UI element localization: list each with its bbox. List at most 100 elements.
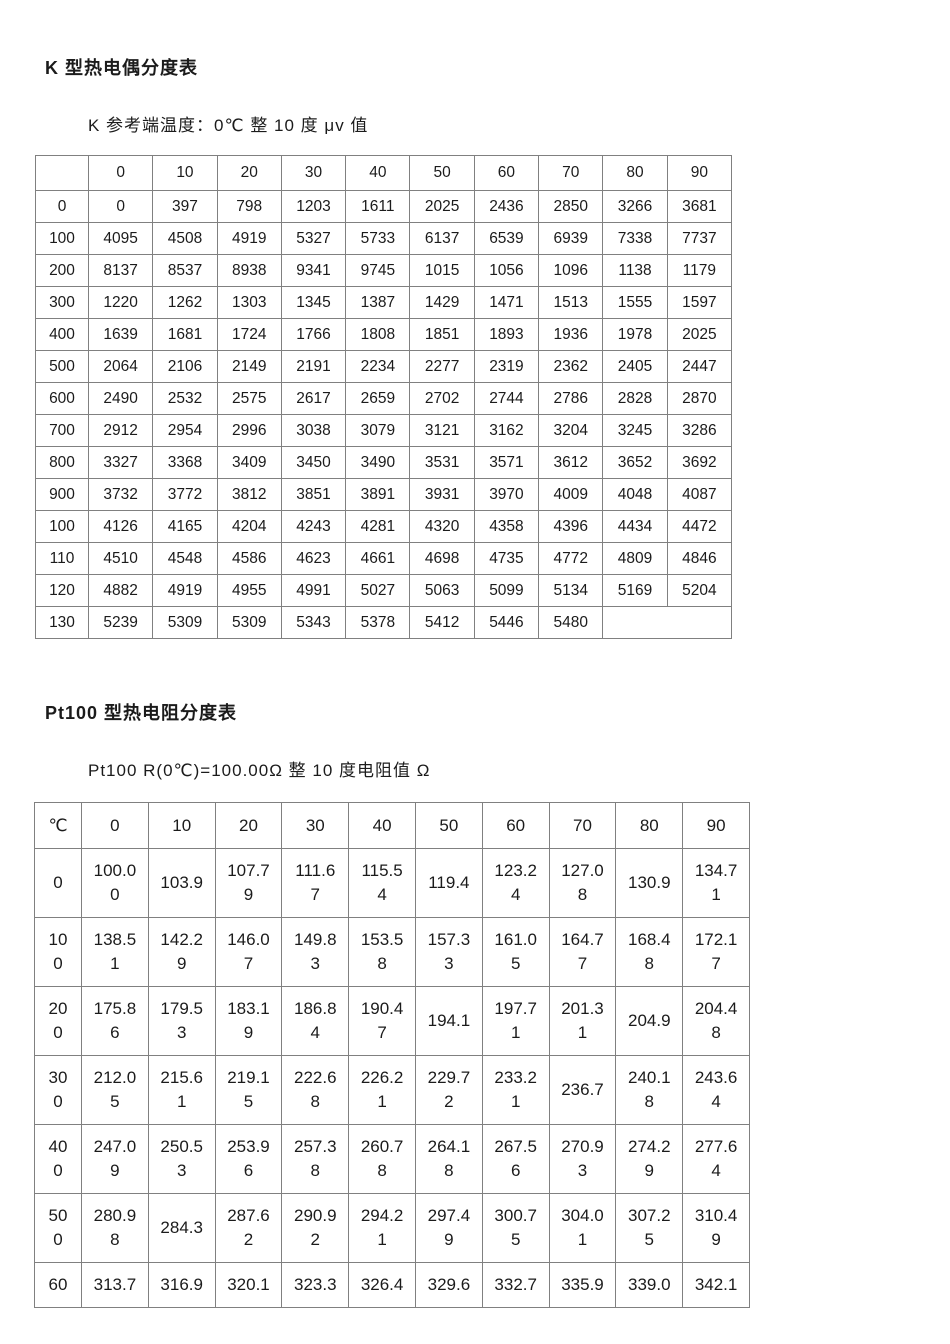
value-cell: 2362 bbox=[538, 350, 604, 383]
value-cell: 5446 bbox=[473, 606, 540, 639]
value-cell: 2954 bbox=[152, 414, 218, 447]
value-cell: 3245 bbox=[602, 414, 668, 447]
value-cell: 4508 bbox=[152, 222, 218, 255]
value-cell: 2025 bbox=[409, 190, 475, 223]
value-cell: 142.29 bbox=[147, 917, 216, 987]
value-cell: 4434 bbox=[602, 510, 668, 543]
table-row: 500 2064 2106 2149 2191 2234 2277 2319 2362 2405 2… bbox=[35, 350, 733, 383]
header-row: ℃ 0 10 20 30 40 50 60 70 80 90 bbox=[34, 802, 750, 849]
row-label: 120 bbox=[35, 574, 89, 607]
value-cell: 1555 bbox=[602, 286, 668, 319]
value-cell: 3409 bbox=[216, 446, 282, 479]
value-cell: 4320 bbox=[409, 510, 475, 543]
value-cell: 161.05 bbox=[481, 917, 550, 987]
column-header: 20 bbox=[216, 155, 282, 191]
value-cell: 326.4 bbox=[348, 1262, 416, 1308]
row-label: 200 bbox=[34, 986, 82, 1056]
value-cell: 4772 bbox=[538, 542, 604, 575]
value-cell: 2191 bbox=[280, 350, 347, 383]
value-cell: 1597 bbox=[666, 286, 733, 319]
value-cell: 103.9 bbox=[147, 848, 216, 918]
value-cell: 307.25 bbox=[615, 1193, 684, 1263]
value-cell: 3732 bbox=[87, 478, 154, 511]
value-cell: 277.64 bbox=[682, 1124, 750, 1194]
value-cell: 5239 bbox=[87, 606, 154, 639]
value-cell: 2234 bbox=[345, 350, 411, 383]
column-header: 50 bbox=[414, 802, 483, 849]
value-cell: 138.51 bbox=[81, 917, 149, 987]
value-cell: 4846 bbox=[666, 542, 733, 575]
document-page: K 型热电偶分度表 K 参考端温度：0℃ 整 10 度 μv 值 0 10 20 30… bbox=[34, 58, 750, 1308]
value-cell: 3327 bbox=[87, 446, 154, 479]
table-row: 0 0 397 798 1203 1611 2025 2436 2850 3266 3681 bbox=[35, 190, 733, 223]
value-cell: 294.21 bbox=[348, 1193, 416, 1263]
column-header: 80 bbox=[615, 802, 684, 849]
header-row: 0 10 20 30 40 50 60 70 80 90 bbox=[35, 155, 733, 191]
value-cell: 2996 bbox=[216, 414, 282, 447]
value-cell: 5309 bbox=[216, 606, 282, 639]
value-cell: 4809 bbox=[602, 542, 668, 575]
value-cell: 4991 bbox=[280, 574, 347, 607]
table-row: 200 175.86 179.53 183.19 186.84 190.47 194.1 19… bbox=[34, 986, 750, 1056]
value-cell: 257.38 bbox=[281, 1124, 350, 1194]
value-cell: 798 bbox=[216, 190, 282, 223]
table-row: 120 4882 4919 4955 4991 5027 5063 5099 5134 5169 5… bbox=[35, 574, 733, 607]
value-cell: 274.29 bbox=[615, 1124, 684, 1194]
value-cell: 1345 bbox=[280, 286, 347, 319]
value-cell: 3204 bbox=[538, 414, 604, 447]
table-row: 200 8137 8537 8938 9341 9745 1015 1056 1096 1138 1… bbox=[35, 254, 733, 287]
column-header: 20 bbox=[214, 802, 283, 849]
value-cell: 4882 bbox=[87, 574, 154, 607]
value-cell: 2149 bbox=[216, 350, 282, 383]
column-header: 60 bbox=[473, 155, 540, 191]
value-cell: 3490 bbox=[345, 446, 411, 479]
value-cell: 243.64 bbox=[682, 1055, 750, 1125]
k-table-subtitle: K 参考端温度：0℃ 整 10 度 μv 值 bbox=[88, 116, 369, 135]
value-cell: 1220 bbox=[87, 286, 154, 319]
column-header: ℃ bbox=[34, 802, 82, 849]
value-cell: 226.21 bbox=[348, 1055, 416, 1125]
table-row: 100 138.51 142.29 146.07 149.83 153.58 157.33 1… bbox=[34, 917, 750, 987]
value-cell: 5327 bbox=[280, 222, 347, 255]
value-cell: 4358 bbox=[473, 510, 540, 543]
value-cell: 300.75 bbox=[481, 1193, 550, 1263]
value-cell: 1766 bbox=[280, 318, 347, 351]
value-cell: 4735 bbox=[473, 542, 540, 575]
value-cell: 123.24 bbox=[481, 848, 550, 918]
value-cell: 2025 bbox=[666, 318, 733, 351]
value-cell: 111.67 bbox=[281, 848, 350, 918]
value-cell: 1681 bbox=[152, 318, 218, 351]
value-cell: 5099 bbox=[473, 574, 540, 607]
row-label: 60 bbox=[34, 1262, 82, 1308]
value-cell: 4048 bbox=[602, 478, 668, 511]
value-cell: 3812 bbox=[216, 478, 282, 511]
value-cell: 4095 bbox=[87, 222, 154, 255]
row-label: 500 bbox=[35, 350, 89, 383]
value-cell: 4204 bbox=[216, 510, 282, 543]
value-cell: 1893 bbox=[473, 318, 540, 351]
value-cell: 4661 bbox=[345, 542, 411, 575]
value-cell: 2786 bbox=[538, 382, 604, 415]
table-row: 500 280.98 284.3 287.62 290.92 294.21 297.49 30… bbox=[34, 1193, 750, 1263]
value-cell: 290.92 bbox=[281, 1193, 350, 1263]
column-header: 10 bbox=[152, 155, 218, 191]
table-row: 600 2490 2532 2575 2617 2659 2702 2744 2786 2828 2… bbox=[35, 382, 733, 415]
value-cell: 183.19 bbox=[214, 986, 283, 1056]
value-cell: 197.71 bbox=[481, 986, 550, 1056]
value-cell: 2659 bbox=[345, 382, 411, 415]
value-cell: 4243 bbox=[280, 510, 347, 543]
value-cell: 4396 bbox=[538, 510, 604, 543]
value-cell: 3079 bbox=[345, 414, 411, 447]
value-cell: 313.7 bbox=[81, 1262, 149, 1308]
value-cell: 3772 bbox=[152, 478, 218, 511]
table-row: 400 247.09 250.53 253.96 257.38 260.78 264.18 2… bbox=[34, 1124, 750, 1194]
column-header: 90 bbox=[666, 155, 733, 191]
table-row: 300 1220 1262 1303 1345 1387 1429 1471 1513 1555 1… bbox=[35, 286, 733, 319]
value-cell: 153.58 bbox=[348, 917, 416, 987]
value-cell: 260.78 bbox=[348, 1124, 416, 1194]
value-cell: 6137 bbox=[409, 222, 475, 255]
value-cell: 215.61 bbox=[147, 1055, 216, 1125]
table-row: 110 4510 4548 4586 4623 4661 4698 4735 4772 4809 4… bbox=[35, 542, 733, 575]
table-row: 300 212.05 215.61 219.15 222.68 226.21 229.72 2… bbox=[34, 1055, 750, 1125]
value-cell: 4087 bbox=[666, 478, 733, 511]
